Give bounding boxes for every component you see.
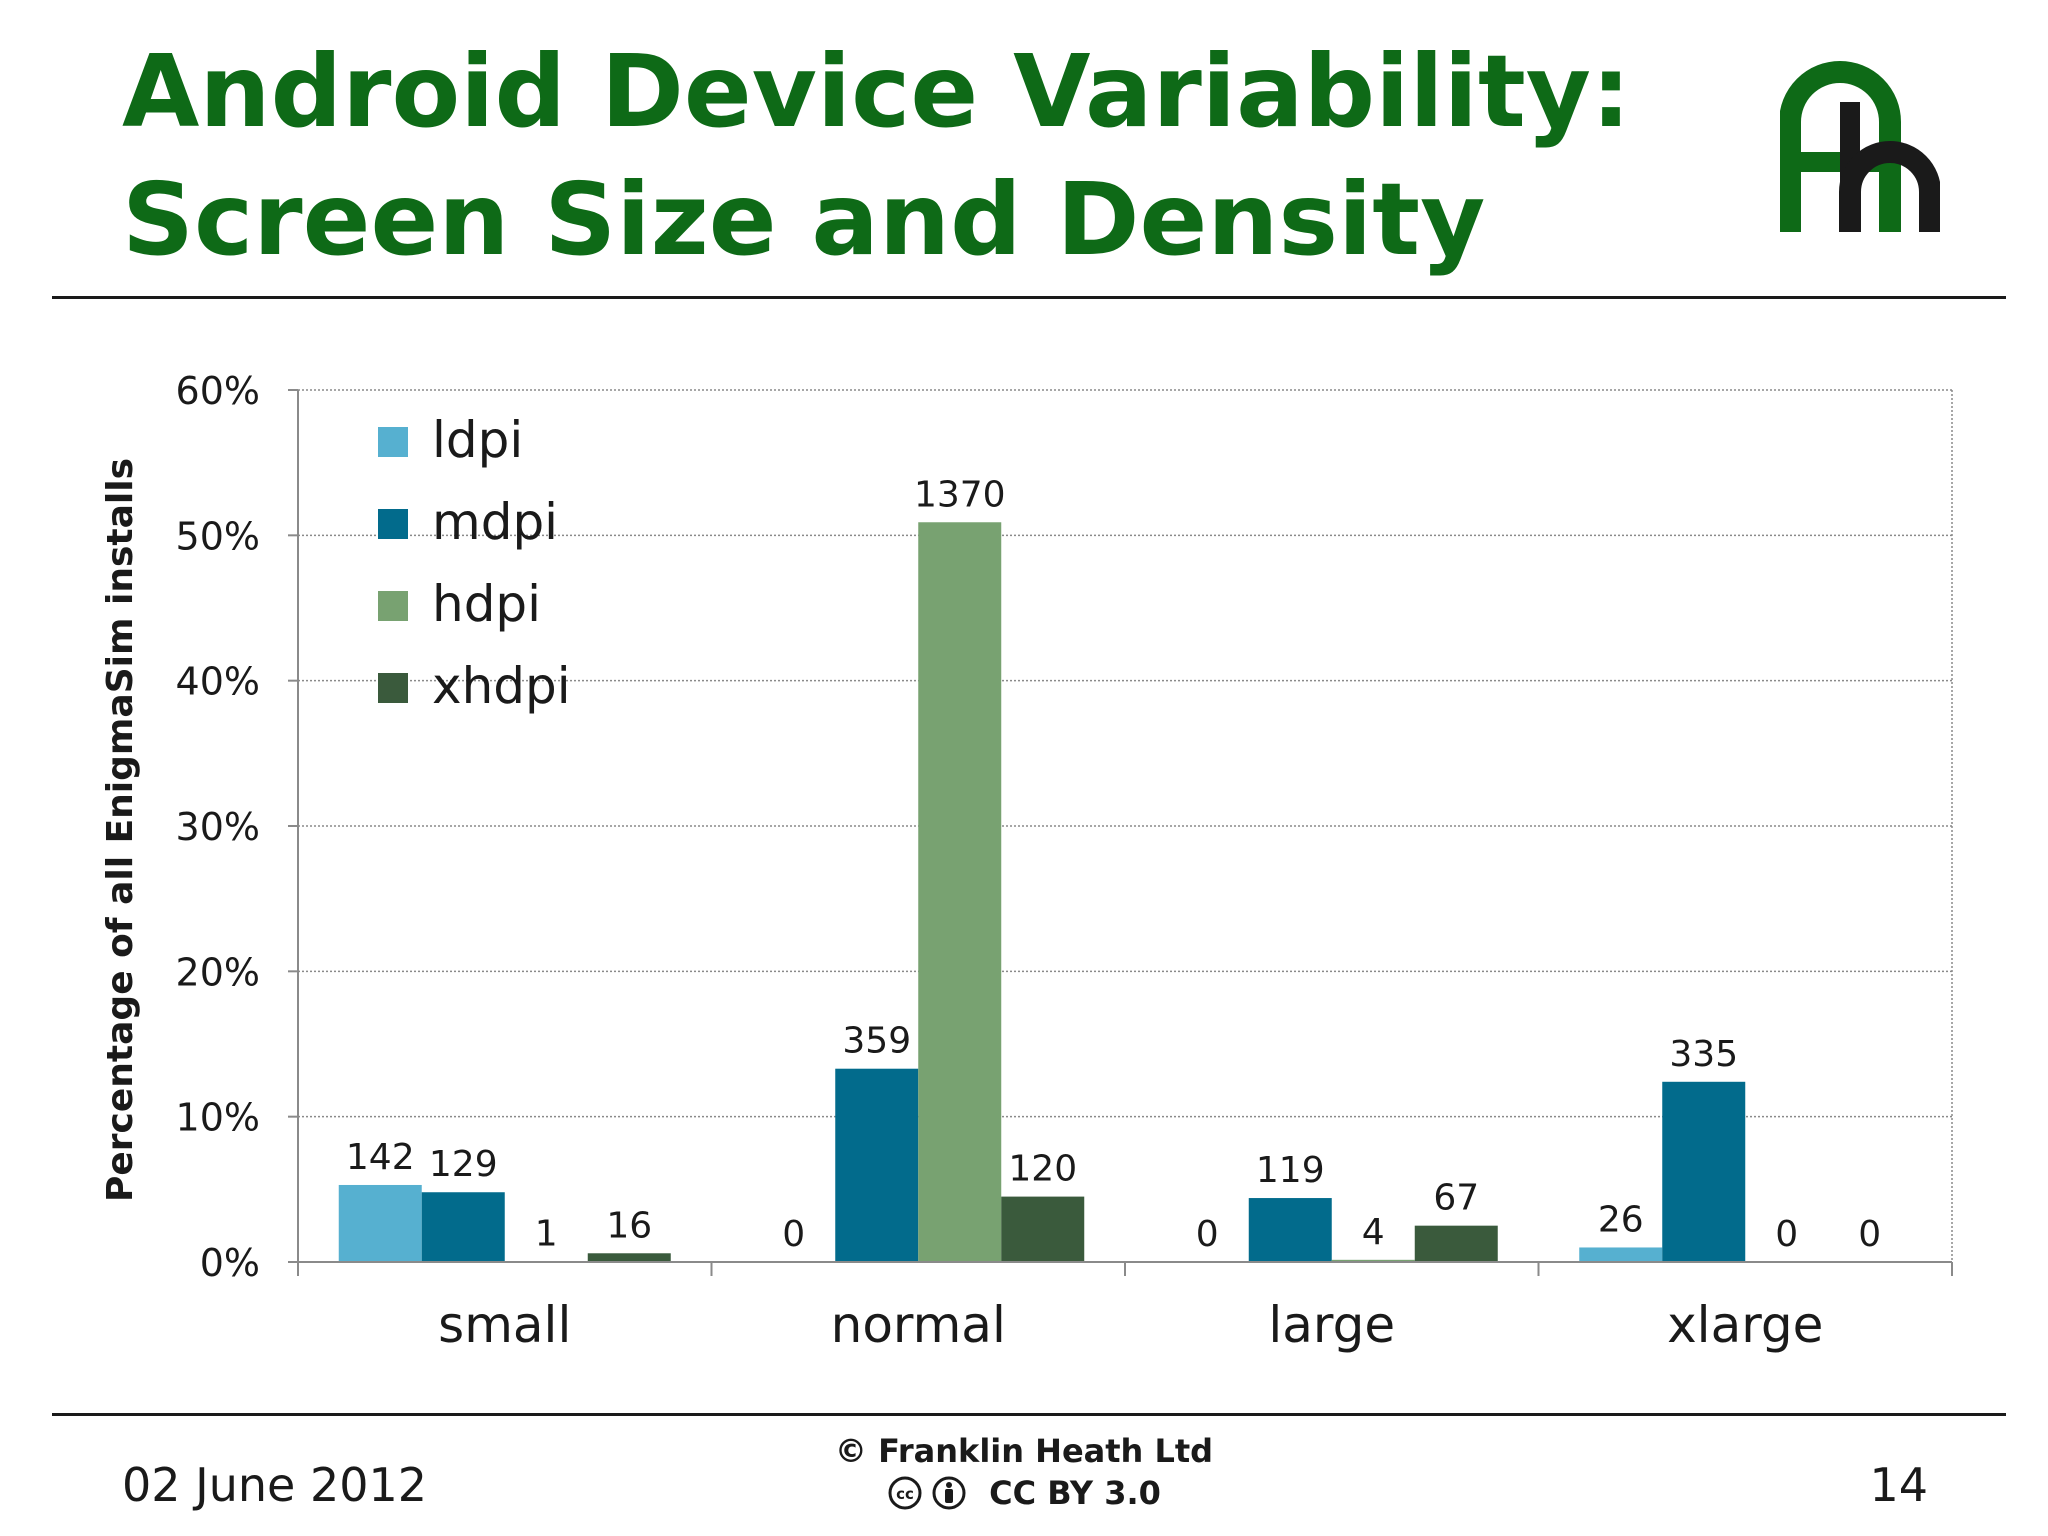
data-label: 129 (429, 1144, 498, 1185)
legend: ldpi mdpi hdpi xhdpi (378, 411, 571, 715)
legend-label-ldpi: ldpi (432, 411, 523, 469)
category-label: small (438, 1296, 571, 1354)
franklin-heath-logo-icon (1780, 61, 1940, 232)
footer-credits: © Franklin Heath Ltd cc CC BY 3.0 (0, 1432, 2048, 1515)
data-label: 119 (1256, 1150, 1325, 1191)
y-tick-label: 10% (176, 1096, 260, 1140)
y-tick-label: 30% (176, 805, 260, 849)
data-label: 16 (606, 1205, 652, 1246)
legend-label-xhdpi: xhdpi (432, 657, 571, 715)
footer-date: 02 June 2012 (122, 1458, 428, 1512)
bar-ldpi-small (338, 1184, 422, 1262)
footer-copyright: © Franklin Heath Ltd (834, 1432, 1214, 1470)
data-label: 4 (1362, 1212, 1385, 1253)
bars (338, 522, 1746, 1262)
bar-hdpi-normal (918, 522, 1002, 1262)
footer-license: CC BY 3.0 (989, 1474, 1161, 1513)
bar-xhdpi-large (1414, 1225, 1498, 1262)
svg-text:cc: cc (896, 1485, 914, 1503)
grid-lines (298, 389, 1953, 1262)
legend-swatch-hdpi (378, 591, 408, 621)
legend-label-hdpi: hdpi (432, 575, 541, 633)
data-label: 1370 (914, 474, 1006, 515)
data-label: 26 (1598, 1199, 1644, 1240)
y-tick-label: 20% (176, 950, 260, 994)
bar-mdpi-small (421, 1192, 505, 1262)
page-number: 14 (1869, 1458, 1928, 1512)
legend-swatch-mdpi (378, 509, 408, 539)
data-label: 335 (1669, 1034, 1738, 1075)
data-label: 0 (1858, 1214, 1881, 1255)
y-tick-label: 40% (176, 660, 260, 704)
slide-title-line-2: Screen Size and Density (122, 161, 1486, 278)
data-label: 67 (1433, 1178, 1479, 1219)
footer-divider (52, 1413, 2006, 1416)
legend-label-mdpi: mdpi (432, 493, 558, 551)
data-label: 142 (346, 1137, 415, 1178)
data-label: 1 (535, 1213, 558, 1254)
y-tick-label: 0% (200, 1241, 260, 1285)
bar-xhdpi-small (587, 1253, 671, 1262)
bar-mdpi-large (1248, 1198, 1332, 1262)
data-label: 0 (782, 1214, 805, 1255)
data-label: 359 (842, 1021, 911, 1062)
axes: 0% 10% 20% 30% 40% 50% 60% small normal large xlar… (176, 369, 1953, 1354)
attribution-icon (932, 1476, 966, 1510)
legend-swatch-xhdpi (378, 673, 408, 703)
y-tick-label: 50% (176, 514, 260, 558)
header-divider (52, 296, 2006, 299)
y-tick-label: 60% (176, 369, 260, 413)
creative-commons-icon: cc (888, 1476, 922, 1510)
bar-mdpi-normal (835, 1068, 919, 1262)
slide-title-line-1: Android Device Variability: (122, 33, 1631, 150)
data-label: 120 (1008, 1149, 1077, 1190)
y-axis-label: Percentage of all EnigmaSim installs (100, 458, 141, 1202)
bar-xhdpi-normal (1001, 1196, 1085, 1262)
category-label: normal (831, 1296, 1006, 1354)
license-row: cc CC BY 3.0 (887, 1474, 1161, 1512)
legend-swatch-ldpi (378, 427, 408, 457)
bar-hdpi-large (1331, 1259, 1415, 1262)
data-label: 0 (1775, 1214, 1798, 1255)
bar-mdpi-xlarge (1662, 1081, 1746, 1262)
category-label: large (1268, 1296, 1395, 1354)
data-label: 0 (1196, 1214, 1219, 1255)
category-label: xlarge (1667, 1296, 1823, 1354)
bar-ldpi-xlarge (1579, 1247, 1663, 1262)
